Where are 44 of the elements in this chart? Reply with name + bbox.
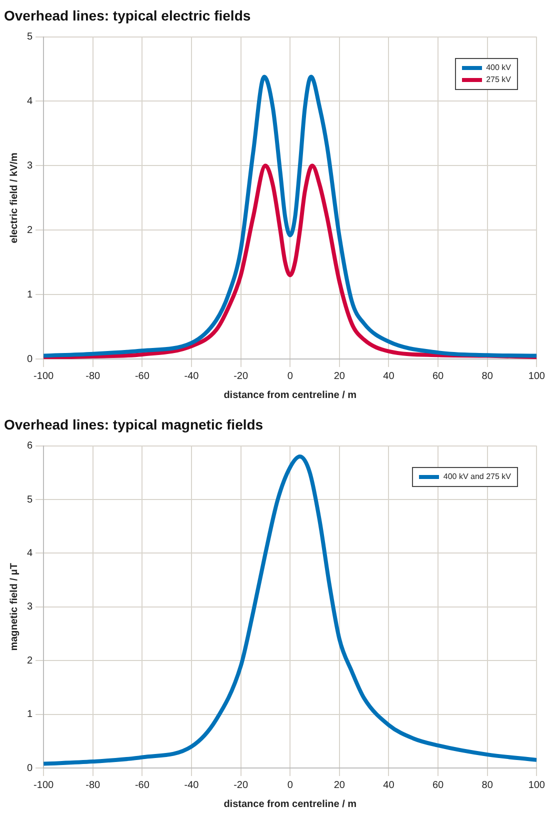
y-tick-label: 5 [27,32,33,43]
legend-label: 275 kV [486,75,511,84]
x-tick-label: -100 [34,780,54,791]
y-tick-label: 2 [27,224,33,236]
x-tick-label: 100 [528,780,546,791]
x-tick-label: -20 [234,370,248,382]
x-tick-label: 20 [334,370,346,382]
y-tick-label: 1 [27,709,33,720]
x-tick-label: 20 [334,780,346,791]
y-tick-label: 0 [27,762,33,774]
y-tick-label: 3 [27,160,33,172]
chart-title: Overhead lines: typical magnetic fields [4,416,264,432]
x-tick-label: 60 [432,780,444,791]
y-tick-label: 3 [27,602,33,613]
y-axis-title: electric field / kV/m [8,152,20,244]
x-axis-title: distance from centreline / m [224,798,357,810]
y-tick-label: 2 [27,655,33,666]
x-tick-label: 40 [383,370,395,382]
chart-title: Overhead lines: typical electric fields [4,7,251,24]
x-tick-label: -20 [234,780,248,791]
y-tick-label: 5 [27,494,33,506]
x-axis-title: distance from centreline / m [224,390,357,401]
x-tick-label: 100 [528,370,546,382]
y-tick-label: 4 [27,548,33,559]
y-tick-label: 0 [27,354,33,365]
x-tick-label: -100 [34,370,54,382]
y-tick-label: 4 [27,96,33,107]
x-tick-label: -60 [134,780,150,791]
x-tick-label: -40 [184,780,200,791]
x-tick-label: 40 [383,780,395,791]
legend-label: 400 kV and 275 kV [443,472,511,481]
x-tick-label: 80 [482,370,494,382]
x-tick-label: -80 [86,370,101,382]
x-tick-label: 60 [432,370,444,382]
y-tick-label: 1 [27,289,33,300]
x-tick-label: -60 [134,370,150,382]
legend-label: 400 kV [486,63,511,72]
x-tick-label: 0 [287,370,294,382]
y-axis-title: magnetic field / μT [8,562,20,651]
x-tick-label: -80 [86,780,101,791]
x-tick-label: -40 [184,370,200,382]
y-tick-label: 6 [27,440,33,452]
x-tick-label: 0 [287,780,294,791]
x-tick-label: 80 [482,780,494,791]
